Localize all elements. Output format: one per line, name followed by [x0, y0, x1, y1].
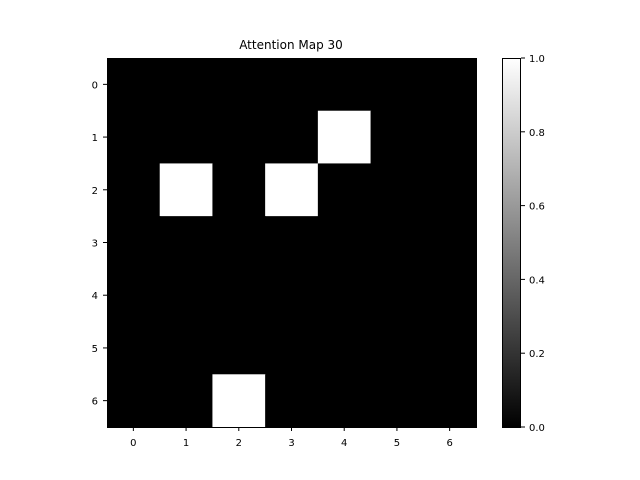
- heatmap-cell-r2-c6: [423, 163, 477, 217]
- chart-title: Attention Map 30: [239, 38, 343, 52]
- heatmap-cell-r2-c1: [159, 163, 214, 217]
- y-tick-label: 1: [92, 133, 98, 144]
- heatmap-cell-r3-c3: [265, 216, 319, 270]
- colorbar-axis: 0.0 0.2 0.4 0.6 0.8 1.0: [521, 54, 545, 434]
- heatmap-cell-r3-c5: [370, 216, 424, 270]
- y-tick-label: 3: [92, 239, 98, 250]
- y-tick-label: 2: [92, 186, 98, 197]
- heatmap-cell-r1-c0: [107, 110, 161, 165]
- heatmap-cell-r0-c2: [212, 58, 266, 112]
- colorbar-tick-label: 0.2: [529, 349, 545, 360]
- heatmap-cell-r5-c0: [107, 321, 161, 375]
- colorbar-tick-label: 0.6: [529, 202, 545, 213]
- x-tick-label: 0: [130, 438, 136, 449]
- heatmap-cell-r4-c6: [423, 268, 477, 323]
- heatmap-cell-r6-c4: [317, 374, 372, 428]
- colorbar-tick-label: 0.8: [529, 128, 545, 139]
- x-axis: 0 1 2 3 4 5 6: [130, 427, 453, 449]
- colorbar-tick-label: 1.0: [529, 54, 545, 65]
- heatmap-cell-r1-c6: [423, 110, 477, 165]
- heatmap-cell-r3-c4: [317, 216, 372, 270]
- heatmap-cell-r4-c3: [265, 268, 319, 323]
- heatmap-cell-r6-c5: [370, 374, 424, 428]
- x-tick-label: 6: [446, 438, 452, 449]
- x-tick-label: 2: [236, 438, 242, 449]
- y-tick-label: 0: [92, 80, 98, 91]
- heatmap-cell-r5-c2: [212, 321, 266, 375]
- heatmap-cell-r4-c0: [107, 268, 161, 323]
- heatmap-cell-r6-c3: [265, 374, 319, 428]
- x-tick-label: 5: [394, 438, 400, 449]
- heatmap-cell-r4-c5: [370, 268, 424, 323]
- heatmap-cell-r6-c2: [212, 374, 266, 428]
- heatmap-cell-r2-c3: [265, 163, 319, 217]
- heatmap-cell-r2-c5: [370, 163, 424, 217]
- heatmap-cells: [107, 58, 477, 428]
- heatmap-cell-r4-c1: [159, 268, 214, 323]
- heatmap-cell-r3-c0: [107, 216, 161, 270]
- colorbar-tick-label: 0.4: [529, 275, 545, 286]
- heatmap-cell-r2-c2: [212, 163, 266, 217]
- heatmap-cell-r6-c1: [159, 374, 214, 428]
- heatmap-cell-r1-c5: [370, 110, 424, 165]
- heatmap-cell-r0-c6: [423, 58, 477, 112]
- heatmap-cell-r3-c2: [212, 216, 266, 270]
- heatmap-cell-r6-c0: [107, 374, 161, 428]
- x-tick-label: 1: [183, 438, 189, 449]
- heatmap-cell-r5-c3: [265, 321, 319, 375]
- heatmap-cell-r0-c0: [107, 58, 161, 112]
- x-tick-label: 3: [288, 438, 294, 449]
- heatmap-cell-r4-c2: [212, 268, 266, 323]
- y-tick-label: 6: [92, 397, 98, 408]
- heatmap-cell-r5-c5: [370, 321, 424, 375]
- heatmap-cell-r0-c1: [159, 58, 214, 112]
- heatmap-cell-r1-c4: [317, 110, 372, 165]
- y-tick-label: 4: [92, 291, 98, 302]
- heatmap-cell-r5-c4: [317, 321, 372, 375]
- y-axis: 0 1 2 3 4 5 6: [92, 80, 107, 408]
- heatmap-cell-r2-c0: [107, 163, 161, 217]
- heatmap-cell-r1-c2: [212, 110, 266, 165]
- heatmap-cell-r3-c6: [423, 216, 477, 270]
- heatmap-cell-r5-c6: [423, 321, 477, 375]
- colorbar: [502, 58, 521, 428]
- heatmap-cell-r4-c4: [317, 268, 372, 323]
- x-tick-label: 4: [341, 438, 347, 449]
- heatmap-cell-r1-c1: [159, 110, 214, 165]
- y-tick-label: 5: [92, 344, 98, 355]
- heatmap-cell-r0-c3: [265, 58, 319, 112]
- heatmap-cell-r1-c3: [265, 110, 319, 165]
- heatmap-cell-r2-c4: [317, 163, 372, 217]
- colorbar-tick-label: 0.0: [529, 423, 545, 434]
- heatmap-cell-r6-c6: [423, 374, 477, 428]
- heatmap-cell-r0-c5: [370, 58, 424, 112]
- heatmap-cell-r5-c1: [159, 321, 214, 375]
- heatmap-cell-r3-c1: [159, 216, 214, 270]
- heatmap-cell-r0-c4: [317, 58, 372, 112]
